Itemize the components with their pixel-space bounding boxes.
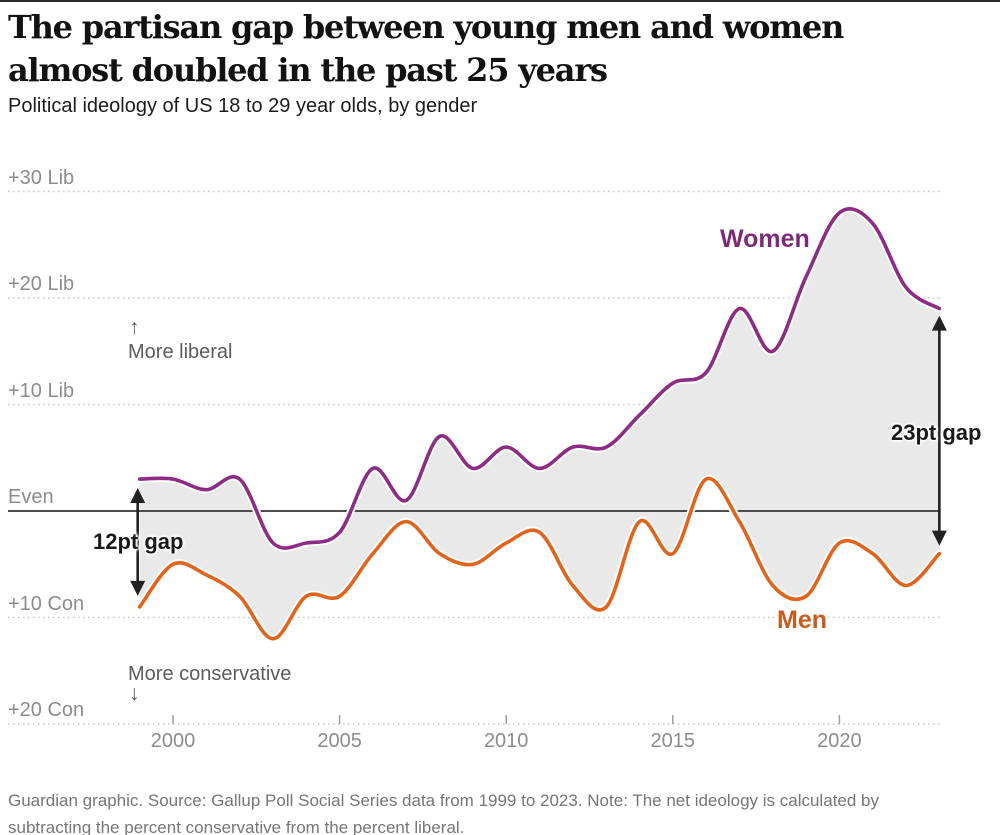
x-axis-label-2020: 2020 xyxy=(817,730,862,752)
gap-2023-label: 23pt gap xyxy=(891,420,982,445)
x-axis-label-2000: 2000 xyxy=(150,730,196,752)
gap-arrow-1999-head-up xyxy=(130,488,146,504)
more-liberal-arrow-icon: ↑ xyxy=(129,316,140,339)
gap-arrow-2023-head-up xyxy=(931,315,947,331)
page-title: The partisan gap between young men and w… xyxy=(8,8,844,89)
gap-area xyxy=(139,208,940,639)
source-note: Guardian graphic. Source: Gallup Poll So… xyxy=(8,787,879,835)
gap-arrow-2023-head-down xyxy=(931,530,947,546)
y-axis-label-+10-lib: +10 Lib xyxy=(8,379,75,402)
page-subtitle: Political ideology of US 18 to 29 year o… xyxy=(8,95,478,117)
x-axis-label-2005: 2005 xyxy=(317,730,362,752)
x-axis-label-2010: 2010 xyxy=(483,730,529,752)
source-note-line1: Guardian graphic. Source: Gallup Poll So… xyxy=(8,791,879,810)
gap-arrow-1999-head-down xyxy=(130,580,146,596)
y-axis-label-+30-lib: +30 Lib xyxy=(8,166,75,189)
y-axis-label-+10-con: +10 Con xyxy=(8,592,85,615)
y-axis-label-even: Even xyxy=(8,486,54,508)
more-conservative-annotation: More conservative xyxy=(128,663,292,685)
y-axis-label-+20-con: +20 Con xyxy=(8,699,85,721)
men-line xyxy=(137,476,942,641)
gap-1999-label: 12pt gap xyxy=(93,529,184,554)
source-note-line2: subtracting the percent conservative fro… xyxy=(8,818,465,835)
more-conservative-arrow-icon: ↓ xyxy=(129,682,140,705)
top-rule xyxy=(0,0,1000,2)
x-axis-label-2015: 2015 xyxy=(650,730,696,752)
men-series-label: Men xyxy=(777,606,827,634)
women-series-label: Women xyxy=(720,225,810,253)
y-axis-label-+20-lib: +20 Lib xyxy=(8,273,75,295)
more-liberal-annotation: More liberal xyxy=(128,341,233,363)
women-line xyxy=(137,207,942,550)
